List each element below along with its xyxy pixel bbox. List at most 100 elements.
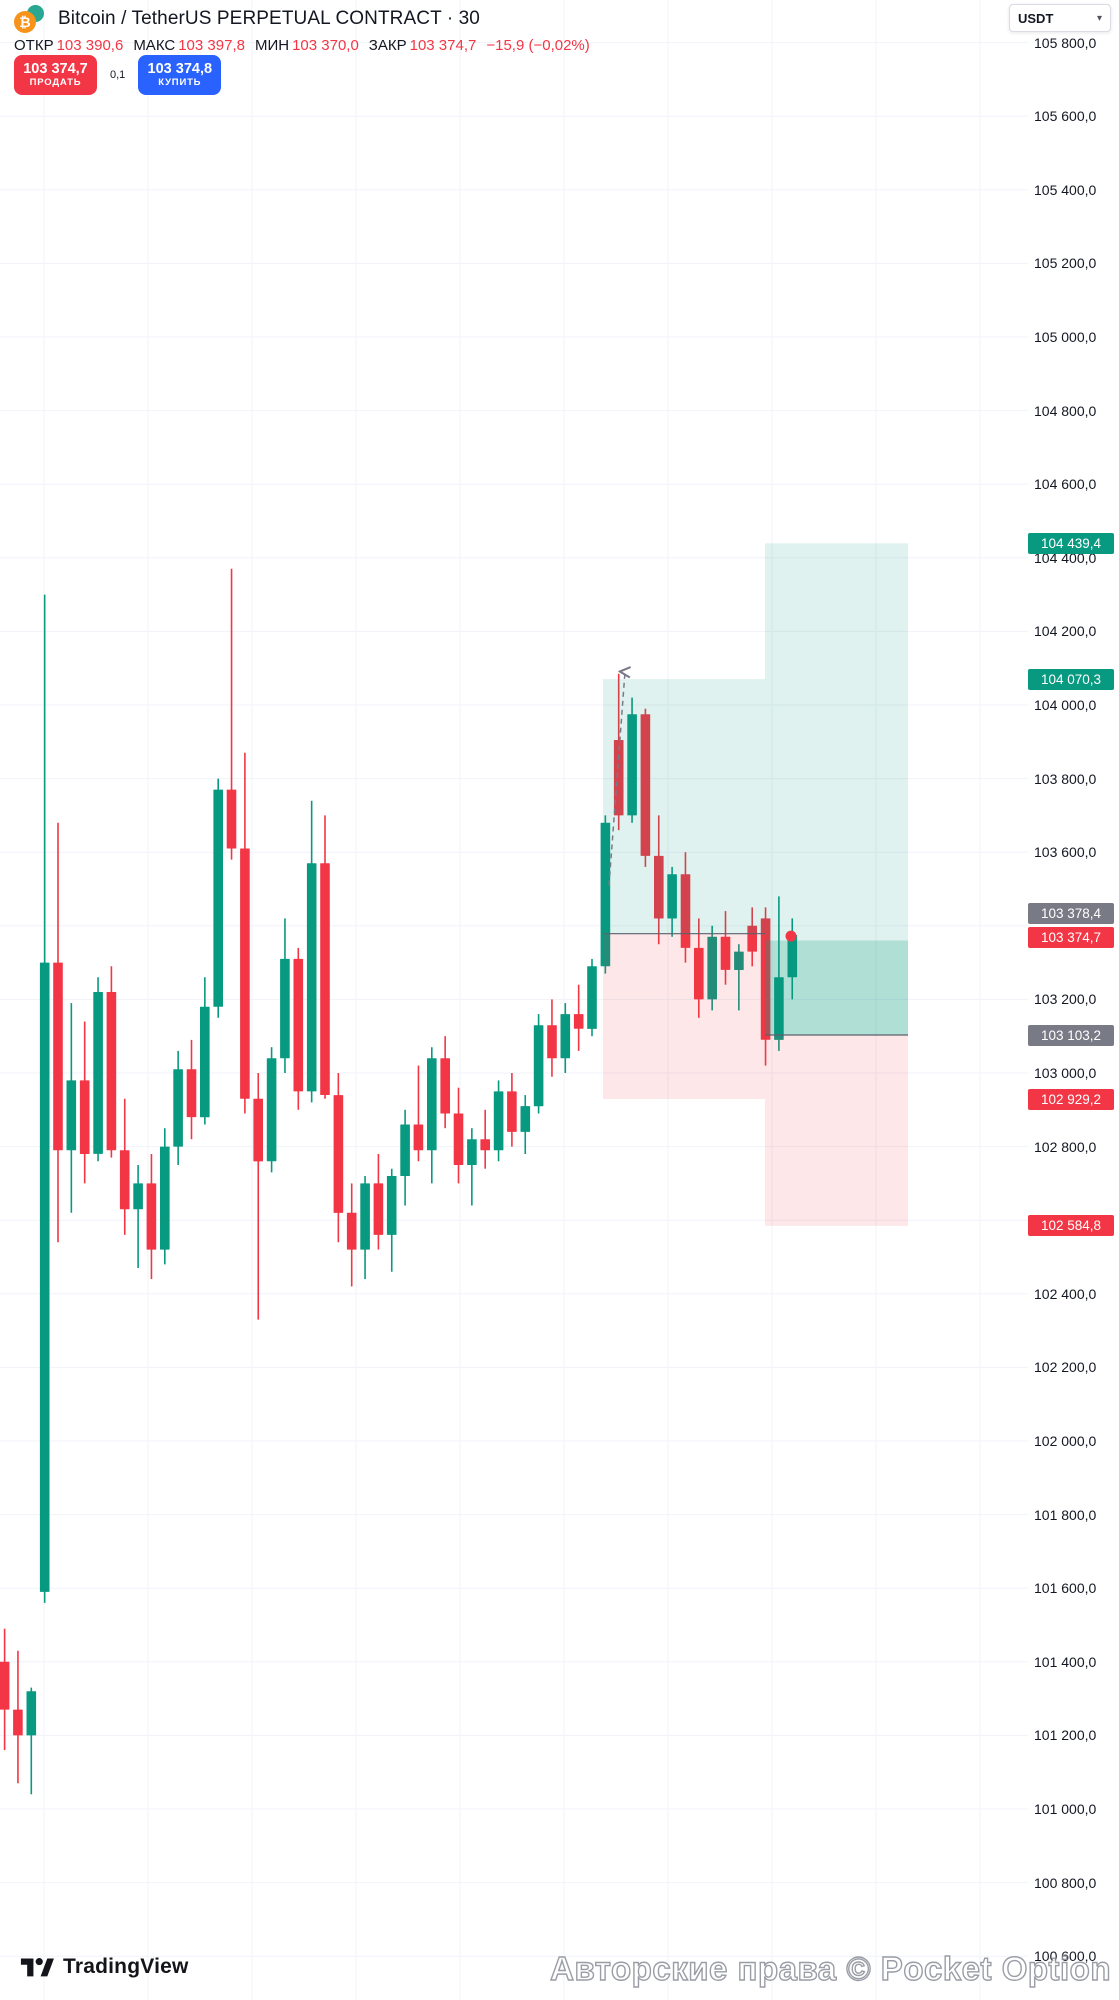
candle-body	[373, 1183, 384, 1235]
candle-body	[173, 1069, 183, 1147]
low-value: 103 370,0	[292, 37, 359, 54]
candle-body	[119, 1150, 130, 1210]
currency-value: USDT	[1018, 10, 1054, 26]
price-marker-dot	[785, 930, 797, 942]
open-value: 103 390,6	[56, 37, 124, 54]
high-value: 103 397,8	[178, 37, 245, 54]
loss-zone	[603, 933, 765, 1099]
candle-body	[266, 1058, 277, 1162]
close-label: ЗАКР	[368, 37, 407, 54]
currency-dropdown[interactable]: USDT ▾	[1009, 4, 1111, 32]
price-scale[interactable]: 105 800,0 105 600,0 105 400,0 105 200,0 105 …	[1028, 0, 1119, 2000]
price-tick-label: 100 800,0	[1034, 1874, 1097, 1891]
candle-body	[613, 740, 624, 816]
price-tick-label: 104 200,0	[1034, 623, 1097, 640]
candle-body	[720, 936, 731, 970]
candle-body	[413, 1124, 424, 1151]
candle-body	[573, 1014, 584, 1029]
candle-body	[600, 822, 611, 967]
symbol-header: ₿ Bitcoin / TetherUS PERPETUAL CONTRACT …	[14, 5, 590, 54]
price-tick-label: 104 800,0	[1034, 402, 1097, 419]
candles	[0, 568, 798, 1795]
candle-body	[787, 935, 798, 978]
sell-button[interactable]: 103 374,7 ПРОДАТЬ	[14, 55, 97, 95]
candle-body	[213, 789, 223, 1007]
price-tag-stop: 103 374,7	[1028, 926, 1114, 948]
candle-body	[507, 1091, 517, 1132]
tradingview-glyph-icon	[20, 1958, 54, 1977]
price-tick-label: 104 600,0	[1034, 476, 1097, 493]
price-tick-label: 102 000,0	[1034, 1433, 1097, 1449]
price-tick-label: 105 800,0	[1034, 34, 1097, 51]
price-tick-label: 102 200,0	[1034, 1359, 1097, 1376]
symbol-title[interactable]: Bitcoin / TetherUS PERPETUAL CONTRACT · …	[58, 8, 480, 29]
loss-zone	[765, 1035, 908, 1226]
price-tick-label: 105 000,0	[1034, 329, 1097, 345]
trade-panel: 103 374,7 ПРОДАТЬ 0,1 103 374,8 КУПИТЬ	[14, 55, 222, 95]
pair-icon: ₿	[14, 5, 50, 33]
candle-body	[440, 1058, 450, 1114]
buy-button[interactable]: 103 374,8 КУПИТЬ	[138, 55, 222, 95]
sell-price: 103 374,7	[23, 61, 88, 78]
price-tag-stop: 102 584,8	[1028, 1215, 1114, 1237]
candle-body	[53, 962, 63, 1151]
candle-body	[533, 1025, 544, 1107]
bitcoin-coin-icon: ₿	[14, 11, 36, 33]
profit-zone	[603, 679, 765, 934]
price-tag-entry: 103 103,2	[1028, 1024, 1114, 1046]
candle-body	[186, 1069, 197, 1118]
candle-body	[106, 992, 117, 1151]
candle-body	[386, 1176, 397, 1235]
copyright-watermark: Авторские права © Pocket Option	[549, 1949, 1111, 1987]
candle-body	[253, 1098, 263, 1162]
candle-body	[160, 1146, 170, 1250]
candle-body	[93, 992, 103, 1154]
price-tick-label: 105 200,0	[1034, 255, 1097, 272]
tradingview-logo-text: TradingView	[63, 1954, 189, 1978]
candle-body	[333, 1095, 344, 1213]
overlap-zone	[765, 940, 908, 1035]
buy-price: 103 374,8	[147, 61, 213, 78]
buy-label: КУПИТЬ	[158, 76, 202, 88]
candle-body	[133, 1183, 143, 1210]
candle-body	[427, 1058, 437, 1151]
spread-value: 0,1	[110, 69, 126, 81]
candle-body	[226, 789, 237, 849]
candle-body	[26, 1691, 37, 1736]
sell-label: ПРОДАТЬ	[29, 76, 82, 88]
candle-body	[320, 863, 330, 1095]
candle-body	[66, 1080, 77, 1151]
price-tick-label: 105 400,0	[1034, 181, 1097, 198]
candle-body	[734, 951, 744, 970]
candle-body	[480, 1139, 490, 1151]
price-tick-label: 103 800,0	[1034, 770, 1097, 787]
candle-body	[79, 1080, 90, 1154]
candle-body	[346, 1212, 357, 1250]
tradingview-logo[interactable]: TradingView	[20, 1954, 189, 1979]
candle-body	[654, 855, 664, 919]
candle-body	[13, 1709, 23, 1736]
price-tag-target: 104 070,3	[1028, 668, 1114, 690]
change-value: −15,9 (−0,02%)	[486, 37, 590, 54]
candle-body	[467, 1139, 477, 1165]
price-tick-label: 101 400,0	[1034, 1653, 1097, 1670]
open-label: ОТКР	[14, 37, 54, 54]
candle-body	[493, 1091, 504, 1151]
candle-body	[694, 947, 704, 1000]
low-label: МИН	[254, 37, 290, 54]
price-tick-label: 102 400,0	[1034, 1285, 1097, 1302]
candle-body	[280, 958, 290, 1059]
price-tick-label: 105 600,0	[1034, 108, 1097, 125]
candle-body	[293, 958, 304, 1092]
candle-body	[560, 1014, 571, 1059]
candle-body	[200, 1006, 210, 1118]
position-tools	[603, 543, 908, 1226]
candle-body	[760, 918, 771, 1040]
grid-lines	[0, 0, 1028, 2000]
candle-body	[306, 863, 317, 1092]
candle-body	[0, 1661, 10, 1710]
price-tick-label: 101 000,0	[1034, 1801, 1097, 1817]
price-tag-entry: 103 378,4	[1028, 903, 1114, 925]
candle-body	[640, 714, 651, 856]
